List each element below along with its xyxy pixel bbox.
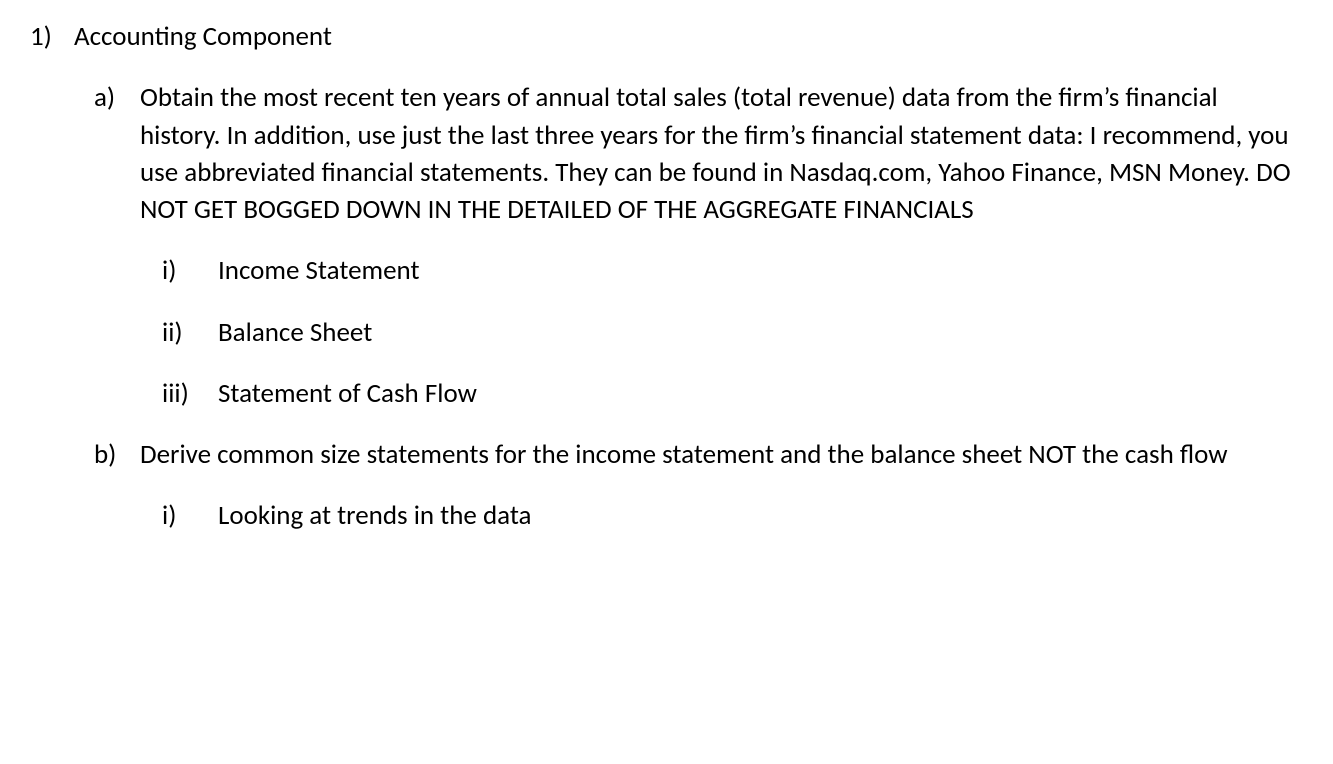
list-level-1-title: Accounting Component (74, 18, 1303, 55)
list-level-3-text: Balance Sheet (218, 314, 1303, 351)
list-level-3-marker: i) (162, 497, 218, 534)
list-level-3-text: Statement of Cash Flow (218, 375, 1303, 412)
list-level-3-text: Looking at trends in the data (218, 497, 1303, 534)
list-level-2-content: Obtain the most recent ten years of annu… (140, 79, 1303, 412)
list-level-1-content: Accounting Component a) Obtain the most … (74, 18, 1303, 535)
list-level-1: 1) Accounting Component a) Obtain the mo… (30, 18, 1303, 535)
list-level-2-marker: a) (94, 79, 140, 116)
list-level-2-content: Derive common size statements for the in… (140, 436, 1303, 535)
list-level-3-text: Income Statement (218, 252, 1303, 289)
list-level-3-marker: ii) (162, 314, 218, 351)
list-level-3-item-i: i) Income Statement (162, 252, 1303, 289)
list-level-2-text: Derive common size statements for the in… (140, 436, 1303, 473)
list-level-3-item-iii: iii) Statement of Cash Flow (162, 375, 1303, 412)
list-level-3-marker: i) (162, 252, 218, 289)
list-level-3-item-i: i) Looking at trends in the data (162, 497, 1303, 534)
list-level-3-marker: iii) (162, 375, 218, 412)
list-level-2-item-a: a) Obtain the most recent ten years of a… (94, 79, 1303, 412)
list-level-2-text: Obtain the most recent ten years of annu… (140, 79, 1303, 228)
list-level-3-item-ii: ii) Balance Sheet (162, 314, 1303, 351)
list-level-2-item-b: b) Derive common size statements for the… (94, 436, 1303, 535)
list-level-2-marker: b) (94, 436, 140, 473)
list-level-1-marker: 1) (30, 18, 74, 55)
